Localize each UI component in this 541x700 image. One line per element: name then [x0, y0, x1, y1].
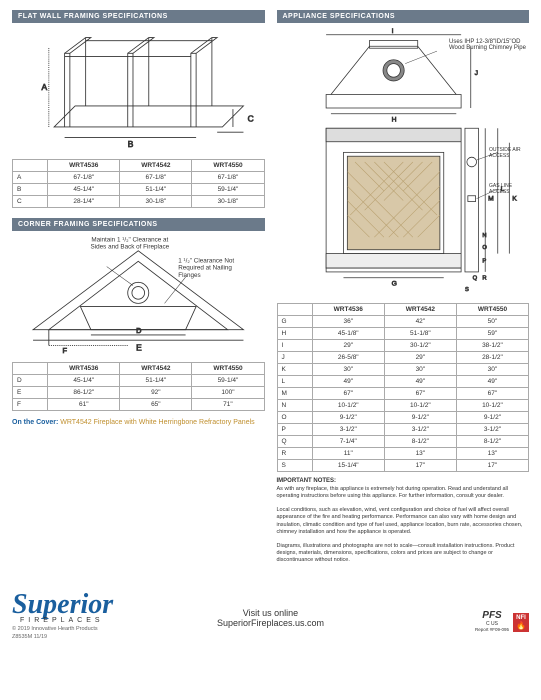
flat-wall-table: WRT4536WRT4542WRT4550 A67-1/8"67-1/8"67-… — [12, 159, 265, 208]
svg-text:S: S — [464, 287, 468, 293]
nfi-badge: NFI 🔥 — [513, 613, 529, 632]
svg-text:H: H — [391, 117, 396, 124]
svg-text:R: R — [482, 276, 486, 282]
svg-text:M: M — [488, 196, 494, 203]
svg-text:P: P — [482, 258, 486, 264]
svg-text:C: C — [248, 114, 254, 124]
corner-note-2: 1 ¹/₂" Clearance Not Required at Nailing… — [178, 258, 252, 281]
corner-table: WRT4536WRT4542WRT4550 D45-1/4"51-1/4"59-… — [12, 362, 265, 411]
flat-wall-header: FLAT WALL FRAMING SPECIFICATIONS — [12, 10, 265, 23]
certification-badges: PFS C US Report #F09-095 NFI 🔥 — [475, 610, 529, 632]
cover-note: On the Cover: WRT4542 Fireplace with Whi… — [12, 419, 265, 426]
appliance-header: APPLIANCE SPECIFICATIONS — [277, 10, 530, 23]
doc-number: Z8535M 11/19 — [12, 634, 47, 640]
corner-diagram: E D F Maintain 1 ¹/₂" Clearance at Sides… — [12, 235, 265, 356]
svg-text:I: I — [391, 28, 393, 35]
svg-text:O: O — [482, 245, 487, 251]
appliance-diagram: I H J G M L — [277, 27, 530, 297]
logo: Superior FIREPLACES — [12, 589, 113, 624]
pfs-badge: PFS C US Report #F09-095 — [475, 610, 509, 632]
gas-line-note: GAS LINE ACCESS — [489, 183, 533, 195]
flat-wall-diagram: A B C — [12, 27, 265, 153]
svg-text:A: A — [41, 82, 47, 92]
corner-note-1: Maintain 1 ¹/₂" Clearance at Sides and B… — [88, 237, 172, 252]
svg-text:Q: Q — [472, 276, 477, 282]
svg-text:B: B — [128, 139, 134, 149]
svg-text:J: J — [474, 70, 477, 77]
chimney-note: Uses IHP 12-3/8"ID/15"OD Wood Burning Ch… — [449, 39, 527, 51]
svg-text:K: K — [512, 196, 517, 203]
svg-text:G: G — [391, 280, 396, 287]
svg-text:N: N — [482, 233, 486, 239]
important-notes: IMPORTANT NOTES: As with any fireplace, … — [277, 478, 530, 564]
visit-online: Visit us online SuperiorFireplaces.us.co… — [217, 608, 324, 628]
outside-air-note: OUTSIDE AIR ACCESS — [489, 147, 533, 159]
svg-text:E: E — [136, 343, 142, 353]
page-footer: Superior FIREPLACES © 2019 Innovative He… — [12, 572, 529, 632]
copyright: © 2019 Innovative Hearth Products — [12, 626, 98, 632]
svg-text:F: F — [63, 346, 68, 355]
appliance-table: WRT4536WRT4542WRT4550 G36"42"50" H45-1/8… — [277, 303, 530, 472]
corner-header: CORNER FRAMING SPECIFICATIONS — [12, 218, 265, 231]
svg-text:D: D — [136, 326, 141, 335]
